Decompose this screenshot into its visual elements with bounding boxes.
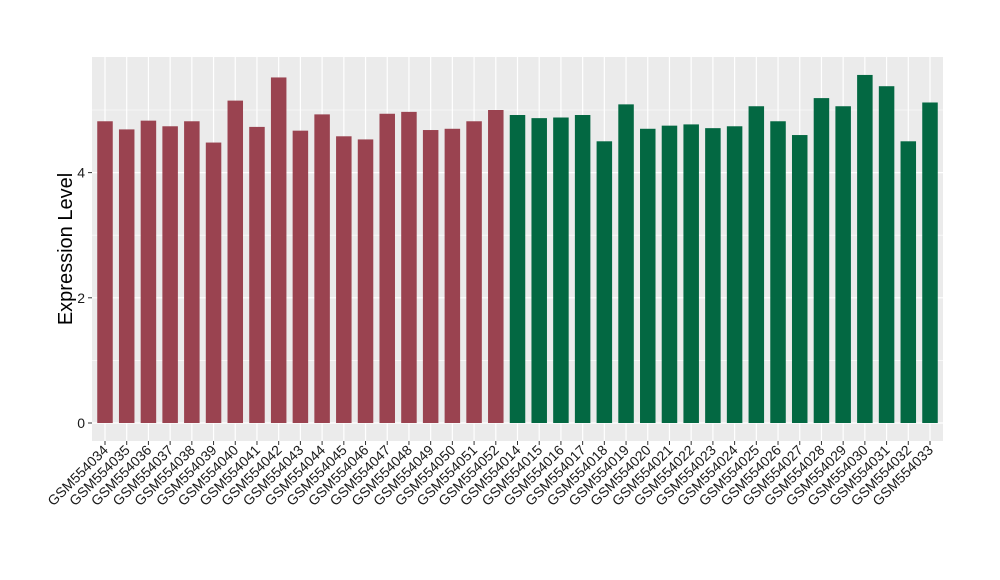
bar (292, 130, 309, 423)
bar (205, 142, 222, 423)
bar (444, 128, 461, 423)
y-tick-label: 0 (77, 415, 85, 431)
bar (162, 126, 178, 423)
bar (900, 141, 917, 424)
bar (336, 136, 352, 424)
bar (314, 114, 330, 423)
bar (509, 115, 526, 424)
bar (857, 74, 873, 423)
y-tick-label: 2 (77, 290, 85, 306)
bar (379, 113, 395, 424)
bar (878, 86, 895, 423)
y-axis-title: Expression Level (55, 173, 77, 325)
bar (596, 141, 613, 424)
bar (488, 110, 504, 423)
bars-group (97, 74, 938, 424)
bar (184, 121, 200, 423)
bar (726, 126, 743, 423)
bar (791, 135, 808, 424)
bar (618, 104, 634, 423)
y-axis: 0 2 4 (77, 165, 92, 431)
y-tick-label: 4 (77, 165, 85, 181)
bar (401, 111, 417, 424)
bar (357, 139, 374, 423)
bar (813, 98, 830, 423)
bar (227, 100, 244, 424)
bar (140, 120, 157, 423)
bar (574, 115, 591, 424)
bar (835, 106, 851, 423)
bar (661, 125, 678, 424)
bar (270, 77, 287, 423)
bar (683, 124, 699, 423)
bar (531, 118, 547, 423)
bar (640, 128, 656, 423)
bar (466, 121, 482, 423)
bar (97, 121, 113, 423)
bar (705, 128, 721, 424)
x-axis: GSM554034GSM554035GSM554036GSM554037GSM5… (44, 441, 936, 509)
bar (249, 126, 265, 423)
bar (553, 117, 569, 424)
bar (422, 130, 439, 424)
bar (922, 102, 938, 423)
bar (118, 129, 135, 423)
bar (770, 121, 786, 423)
bar (748, 106, 765, 423)
